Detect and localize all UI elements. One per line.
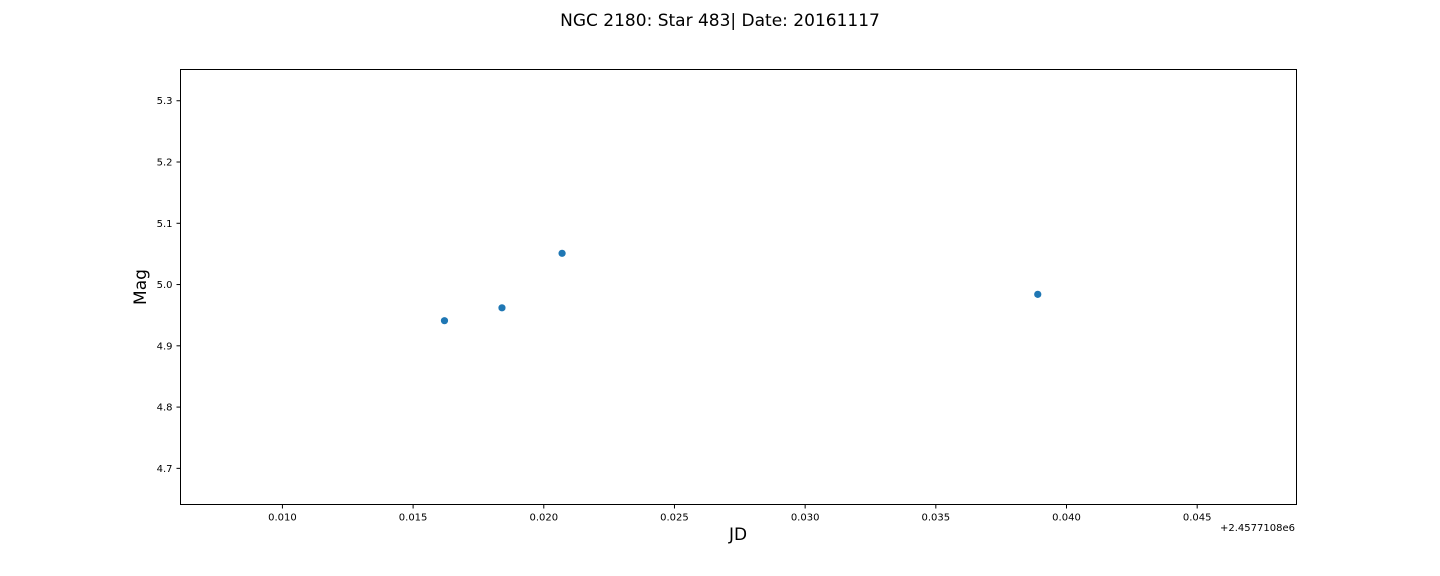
- data-point: [1034, 290, 1042, 298]
- y-axis-ticks: 4.7 4.8 4.9 5.0 5.1 5.2 5.3: [157, 96, 181, 475]
- y-axis-label: Mag: [131, 269, 151, 305]
- y-tick-label: 5.2: [157, 158, 173, 169]
- plot-frame: [180, 69, 1297, 505]
- x-tick-label: 0.035: [922, 513, 951, 524]
- y-tick-label: 5.0: [157, 280, 173, 291]
- y-tick-label: 5.1: [157, 219, 173, 230]
- y-tick-label: 4.7: [157, 464, 173, 475]
- x-tick-label: 0.020: [529, 513, 558, 524]
- y-tick-label: 4.9: [157, 341, 173, 352]
- data-points: [440, 249, 1042, 325]
- chart-title: NGC 2180: Star 483| Date: 20161117: [560, 11, 880, 31]
- data-point: [440, 317, 449, 325]
- x-axis-label: JD: [728, 525, 747, 545]
- y-tick-label: 4.8: [157, 403, 173, 414]
- x-tick-label: 0.015: [399, 513, 428, 524]
- x-tick-label: 0.025: [660, 513, 689, 524]
- x-tick-label: 0.040: [1052, 513, 1081, 524]
- x-tick-label: 0.010: [268, 513, 297, 524]
- x-offset-label: +2.4577108e6: [1220, 523, 1295, 534]
- x-tick-label: 0.045: [1183, 513, 1212, 524]
- y-tick-label: 5.3: [157, 96, 173, 107]
- x-tick-label: 0.030: [791, 513, 820, 524]
- x-axis-ticks: 0.010 0.015 0.020 0.025 0.030 0.035 0.040 0.045: [268, 504, 1212, 524]
- data-point: [498, 304, 506, 312]
- data-point: [558, 249, 566, 257]
